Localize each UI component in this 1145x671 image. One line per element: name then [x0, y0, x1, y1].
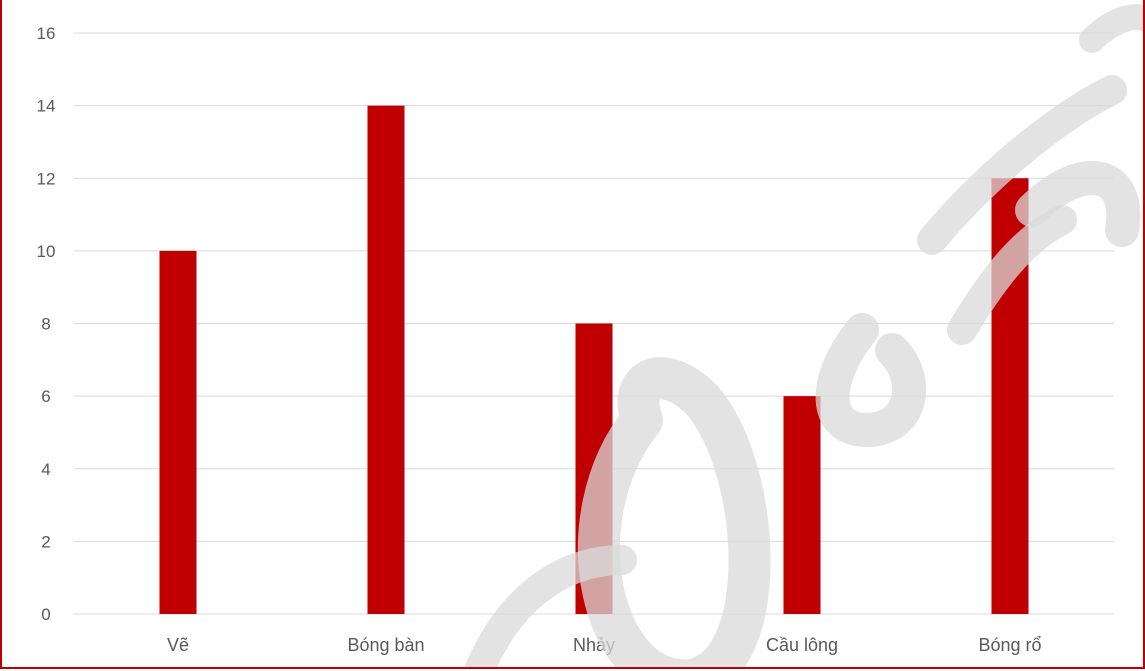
x-category-label: Bóng rổ [978, 635, 1041, 655]
y-tick-label: 14 [37, 97, 56, 116]
bar [159, 250, 197, 614]
y-tick-label: 4 [41, 460, 50, 479]
bar [783, 396, 821, 614]
y-tick-label: 0 [41, 605, 50, 624]
bar [367, 105, 405, 614]
y-tick-label: 6 [41, 387, 50, 406]
y-tick-label: 10 [37, 242, 56, 261]
x-category-label: Bóng bàn [347, 635, 424, 655]
y-tick-label: 12 [37, 169, 56, 188]
x-category-label: Vẽ [167, 635, 189, 655]
y-tick-label: 16 [37, 24, 56, 43]
x-axis-categories: Vẽ Bóng bàn Nhảy Cầu lông Bóng rổ [167, 635, 1042, 655]
x-category-label: Nhảy [573, 635, 615, 655]
bar [991, 178, 1029, 614]
x-category-label: Cầu lông [766, 635, 838, 655]
bar [575, 323, 613, 614]
y-tick-label: 8 [41, 315, 50, 334]
bars [159, 105, 1029, 614]
y-tick-label: 2 [41, 532, 50, 551]
y-axis-ticks: 0 2 4 6 8 10 12 14 16 [37, 24, 56, 624]
